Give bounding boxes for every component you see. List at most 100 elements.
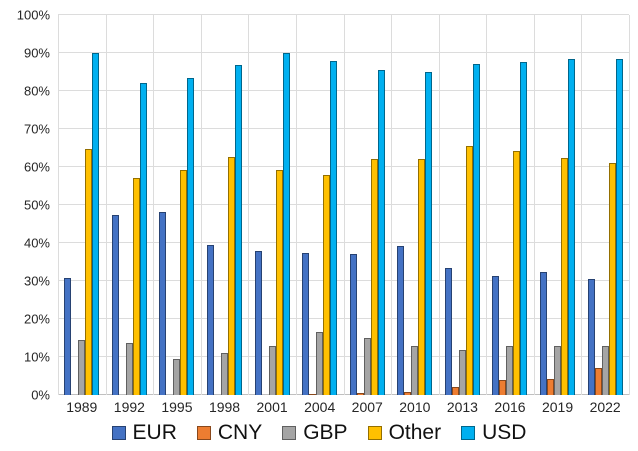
y-tick-label: 70%	[23, 121, 50, 137]
bar-group-1992	[106, 15, 154, 395]
bar-eur-2007	[349, 254, 357, 395]
x-tick-label-2007: 2007	[351, 399, 383, 415]
y-tick-label: 10%	[23, 349, 50, 365]
bar-usd-1992	[139, 83, 147, 395]
bar-group-2013	[439, 15, 487, 395]
bar-eur-2019	[540, 272, 548, 395]
y-tick-label: 100%	[16, 7, 50, 23]
legend-label-cny: CNY	[217, 421, 263, 444]
bar-eur-2022	[587, 279, 595, 395]
bar-other-2004	[323, 174, 331, 395]
gridline-v	[629, 15, 630, 395]
bar-usd-1998	[235, 65, 243, 395]
y-tick-label: 20%	[23, 311, 50, 327]
bar-other-2001	[275, 170, 283, 395]
bar-group-2022	[581, 15, 629, 395]
y-tick-label: 80%	[23, 83, 50, 99]
bar-gbp-1995	[173, 359, 181, 395]
y-tick-label: 60%	[23, 159, 50, 175]
bar-group-2019	[534, 15, 582, 395]
bar-other-2022	[608, 162, 616, 395]
bar-eur-2004	[302, 252, 310, 395]
bar-usd-2010	[425, 72, 433, 395]
bar-group-2007	[343, 15, 391, 395]
gridline-v	[58, 15, 59, 395]
bar-other-2013	[465, 145, 473, 395]
legend-swatch-cny	[196, 426, 211, 440]
legend-label-other: Other	[388, 421, 442, 444]
gridline-v	[486, 15, 488, 395]
bar-eur-2010	[397, 246, 405, 395]
legend-swatch-eur	[111, 426, 126, 440]
bar-group-2016	[486, 15, 534, 395]
bar-other-2007	[370, 159, 378, 395]
bar-cny-2019	[547, 378, 555, 395]
legend-item-gbp: GBP	[282, 421, 348, 444]
bar-eur-2013	[444, 268, 452, 395]
bar-cny-2016	[499, 379, 507, 395]
x-tick-label-1995: 1995	[161, 399, 193, 415]
bar-cny-2007	[356, 393, 364, 395]
x-tick-label-1992: 1992	[113, 399, 145, 415]
bar-gbp-2007	[363, 338, 371, 395]
bar-group-1995	[153, 15, 201, 395]
bar-eur-1992	[111, 215, 119, 395]
bar-usd-2013	[472, 64, 480, 395]
gridline-v	[581, 15, 583, 395]
legend-label-eur: EUR	[132, 421, 177, 444]
plot-area	[58, 14, 630, 395]
bar-group-1998	[201, 15, 249, 395]
bar-gbp-2016	[506, 346, 514, 395]
y-tick-label: 90%	[23, 45, 50, 61]
bar-other-2010	[418, 158, 426, 395]
bar-gbp-1989	[78, 339, 86, 395]
bar-gbp-2001	[268, 345, 276, 395]
y-axis: 0% 10% 20% 30% 40% 50% 60% 70% 80% 90% 100%	[0, 9, 50, 402]
bar-usd-2007	[377, 69, 385, 395]
x-tick-label-1989: 1989	[66, 399, 98, 415]
bar-gbp-2004	[316, 332, 324, 395]
bar-eur-1989	[64, 278, 72, 395]
legend: EUR CNY GBP Other USD	[0, 419, 638, 447]
legend-label-gbp: GBP	[303, 421, 348, 444]
bar-usd-2001	[282, 53, 290, 395]
bar-usd-2004	[330, 60, 338, 395]
legend-item-eur: EUR	[111, 421, 177, 444]
bar-gbp-2013	[458, 350, 466, 395]
gridline-h	[58, 14, 629, 15]
gridline-v	[295, 15, 297, 395]
bar-group-2004	[296, 15, 344, 395]
gridline-v	[248, 15, 250, 395]
legend-swatch-usd	[461, 426, 476, 440]
bar-other-2019	[561, 158, 569, 395]
y-tick-label: 40%	[23, 235, 50, 251]
bar-other-1998	[228, 156, 236, 395]
gridline-v	[438, 15, 440, 395]
bar-other-1995	[180, 170, 188, 395]
bar-usd-2019	[568, 59, 576, 395]
bar-gbp-2022	[601, 345, 609, 395]
bar-usd-1989	[92, 53, 100, 395]
bar-group-1989	[58, 15, 106, 395]
bar-gbp-1992	[125, 343, 133, 395]
y-tick-label: 30%	[23, 273, 50, 289]
bar-eur-2016	[492, 275, 500, 395]
gridline-v	[105, 15, 107, 395]
bar-usd-2016	[520, 62, 528, 395]
y-tick-label: 50%	[23, 197, 50, 213]
y-tick-label: 0%	[31, 387, 50, 403]
legend-label-usd: USD	[482, 421, 527, 444]
bar-cny-2004	[309, 394, 317, 395]
legend-swatch-gbp	[282, 426, 297, 440]
gridline-v	[533, 15, 535, 395]
bar-usd-1995	[187, 78, 195, 395]
bar-other-2016	[513, 151, 521, 395]
gridline-v	[153, 15, 155, 395]
bar-cny-2013	[451, 386, 459, 395]
bar-gbp-2019	[554, 346, 562, 395]
x-tick-label-2019: 2019	[541, 399, 574, 415]
bar-gbp-2010	[411, 345, 419, 395]
bar-cny-2010	[404, 391, 412, 395]
bar-eur-1998	[207, 244, 215, 395]
